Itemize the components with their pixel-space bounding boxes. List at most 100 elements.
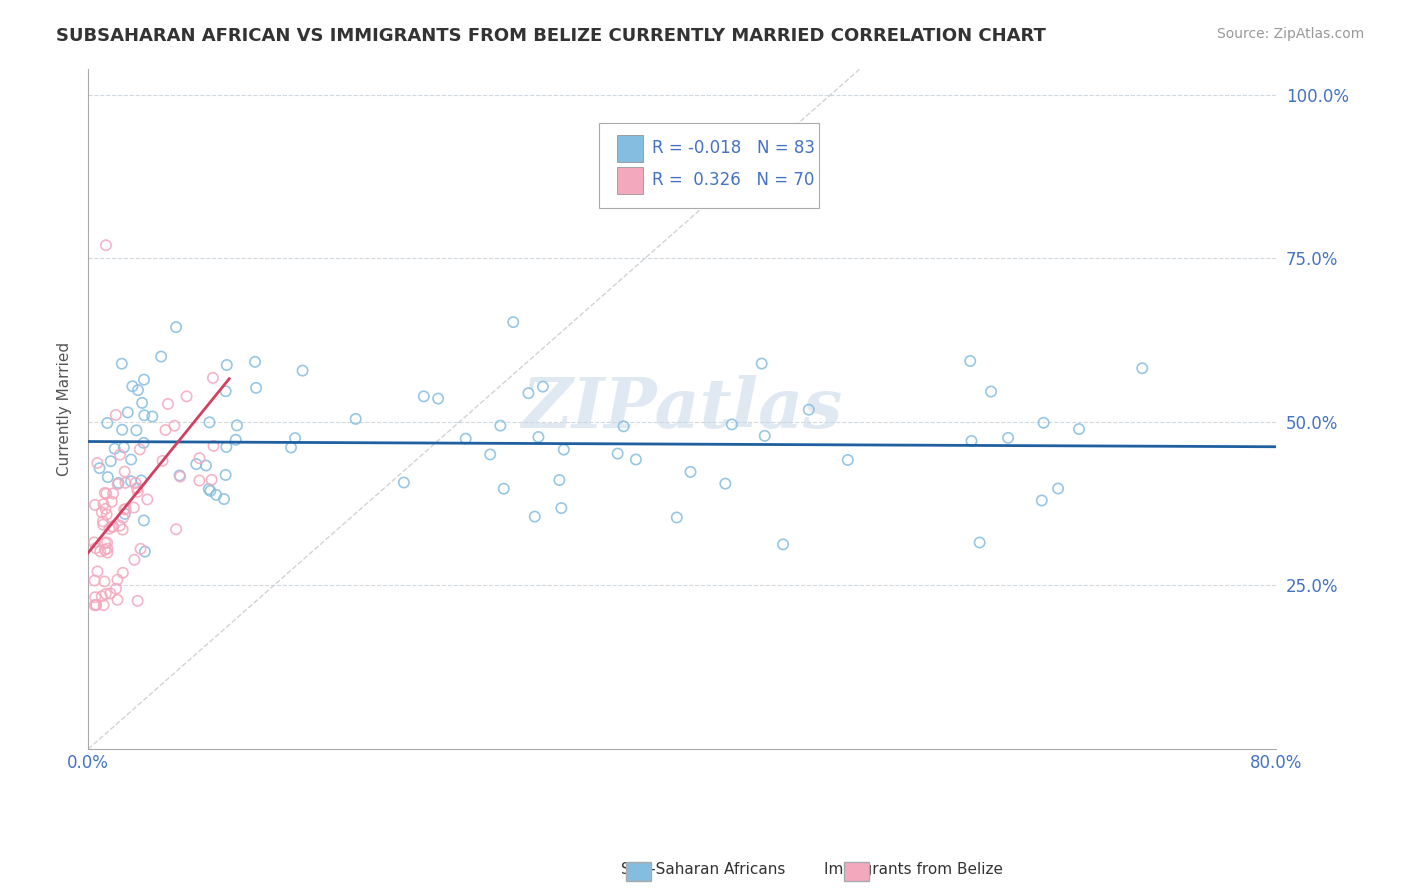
Point [679, 465, 702, 479]
Point [980, 384, 1002, 399]
Point [107, 573, 129, 587]
Point [127, 594, 149, 608]
Point [150, 350, 173, 364]
Point [94, 587, 117, 601]
Point [132, 373, 155, 387]
Point [165, 320, 187, 334]
Point [83, 535, 105, 549]
Point [107, 592, 129, 607]
Point [531, 379, 554, 393]
Point [112, 502, 135, 516]
Point [169, 469, 191, 483]
Point [997, 431, 1019, 445]
Y-axis label: Currently Married: Currently Married [58, 342, 72, 475]
Point [489, 418, 512, 433]
Point [523, 509, 546, 524]
Point [412, 389, 434, 403]
Point [205, 488, 228, 502]
Point [94, 486, 117, 500]
Point [754, 429, 776, 443]
Point [128, 442, 150, 457]
Point [98, 586, 121, 600]
Point [93, 497, 115, 511]
Text: Source: ZipAtlas.com: Source: ZipAtlas.com [1216, 27, 1364, 41]
Point [96, 541, 118, 556]
Point [111, 423, 134, 437]
Point [114, 475, 136, 490]
Point [84, 541, 107, 556]
Point [202, 439, 225, 453]
Point [1130, 361, 1153, 376]
Point [665, 510, 688, 524]
Point [186, 457, 208, 471]
Point [122, 500, 145, 515]
Point [797, 402, 820, 417]
Point [103, 519, 125, 533]
Point [215, 384, 238, 399]
Point [93, 598, 115, 612]
Point [89, 461, 111, 475]
Point [624, 452, 647, 467]
Point [751, 357, 773, 371]
Point [114, 502, 136, 516]
Point [502, 315, 524, 329]
Point [517, 386, 540, 401]
Point [94, 543, 117, 558]
Point [107, 477, 129, 491]
Point [613, 419, 636, 434]
FancyBboxPatch shape [617, 167, 643, 194]
Point [169, 468, 191, 483]
Point [215, 440, 238, 454]
Point [136, 492, 159, 507]
Point [427, 392, 450, 406]
FancyBboxPatch shape [599, 123, 818, 208]
Point [156, 397, 179, 411]
Point [527, 430, 550, 444]
Point [98, 522, 121, 536]
Point [112, 441, 135, 455]
Text: R =  0.326   N = 70: R = 0.326 N = 70 [652, 171, 815, 189]
Point [96, 545, 118, 559]
Point [131, 474, 153, 488]
Point [91, 515, 114, 529]
Point [124, 553, 146, 567]
Point [131, 396, 153, 410]
Point [284, 431, 307, 445]
Point [107, 475, 129, 490]
Point [454, 432, 477, 446]
Point [291, 363, 314, 377]
Point [104, 442, 127, 456]
Point [163, 418, 186, 433]
Text: R = -0.018   N = 83: R = -0.018 N = 83 [652, 139, 815, 157]
Point [90, 589, 112, 603]
Point [91, 517, 114, 532]
Point [553, 442, 575, 457]
Point [94, 501, 117, 516]
Point [212, 491, 235, 506]
Point [96, 486, 118, 500]
Point [141, 409, 163, 424]
Point [479, 447, 502, 461]
Point [198, 415, 221, 429]
Point [132, 513, 155, 527]
Point [176, 389, 198, 403]
Point [86, 565, 108, 579]
Point [101, 519, 124, 533]
Point [121, 379, 143, 393]
Point [245, 381, 267, 395]
Point [84, 598, 107, 612]
Point [1031, 493, 1053, 508]
Point [89, 544, 111, 558]
Point [127, 484, 149, 499]
Point [837, 453, 859, 467]
Point [100, 454, 122, 468]
Point [124, 476, 146, 491]
Point [112, 510, 135, 524]
Point [111, 357, 134, 371]
Text: SUBSAHARAN AFRICAN VS IMMIGRANTS FROM BELIZE CURRENTLY MARRIED CORRELATION CHART: SUBSAHARAN AFRICAN VS IMMIGRANTS FROM BE… [56, 27, 1046, 45]
Point [84, 598, 107, 612]
Point [214, 467, 236, 482]
Point [125, 481, 148, 495]
Point [960, 434, 983, 448]
Point [225, 433, 247, 447]
